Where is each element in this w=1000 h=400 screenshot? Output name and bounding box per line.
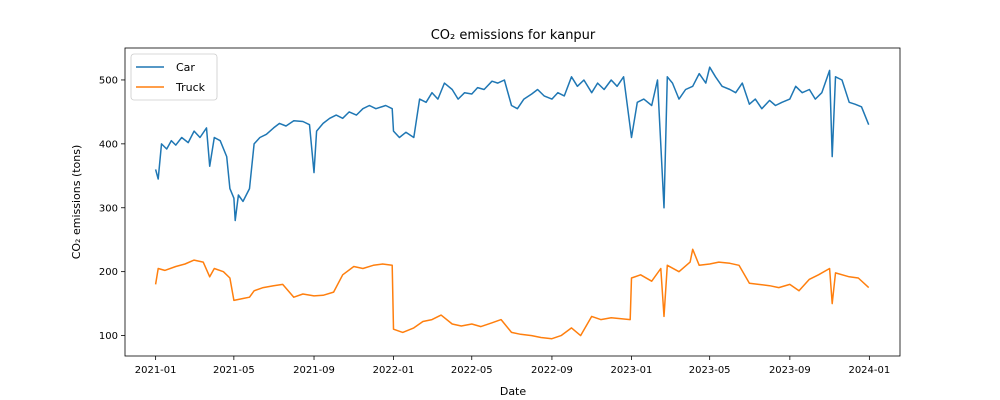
x-tick-label: 2023-05 (689, 365, 731, 376)
x-axis: 2021-01 2021-05 2021-09 2022-01 2022-05 2022-… (135, 356, 890, 376)
y-tick-label: 300 (99, 203, 118, 214)
legend-label-truck: Truck (175, 81, 206, 94)
series-line-car (154, 66, 870, 222)
y-tick-label: 500 (99, 75, 118, 86)
y-axis: 100 200 300 400 500 (99, 75, 125, 342)
y-tick-label: 200 (99, 267, 118, 278)
plot-frame (124, 47, 901, 357)
x-tick-label: 2023-01 (611, 365, 653, 376)
x-tick-label: 2021-05 (213, 365, 255, 376)
y-tick-label: 400 (99, 139, 118, 150)
series-line-truck (154, 248, 870, 340)
legend-label-car: Car (176, 61, 195, 74)
x-tick-label: 2024-01 (848, 365, 890, 376)
plot-area (154, 66, 870, 340)
x-tick-label: 2021-09 (293, 365, 335, 376)
x-tick-label: 2022-09 (531, 365, 573, 376)
x-axis-label: Date (500, 385, 527, 398)
x-tick-label: 2022-01 (373, 365, 415, 376)
y-axis-label: CO₂ emissions (tons) (70, 145, 83, 260)
x-tick-label: 2023-09 (769, 365, 811, 376)
x-tick-label: 2022-05 (451, 365, 493, 376)
legend: Car Truck (130, 53, 218, 101)
chart-title: CO₂ emissions for kanpur (431, 28, 596, 43)
y-tick-label: 100 (99, 331, 118, 342)
legend-box (130, 53, 218, 101)
x-tick-label: 2021-01 (135, 365, 177, 376)
